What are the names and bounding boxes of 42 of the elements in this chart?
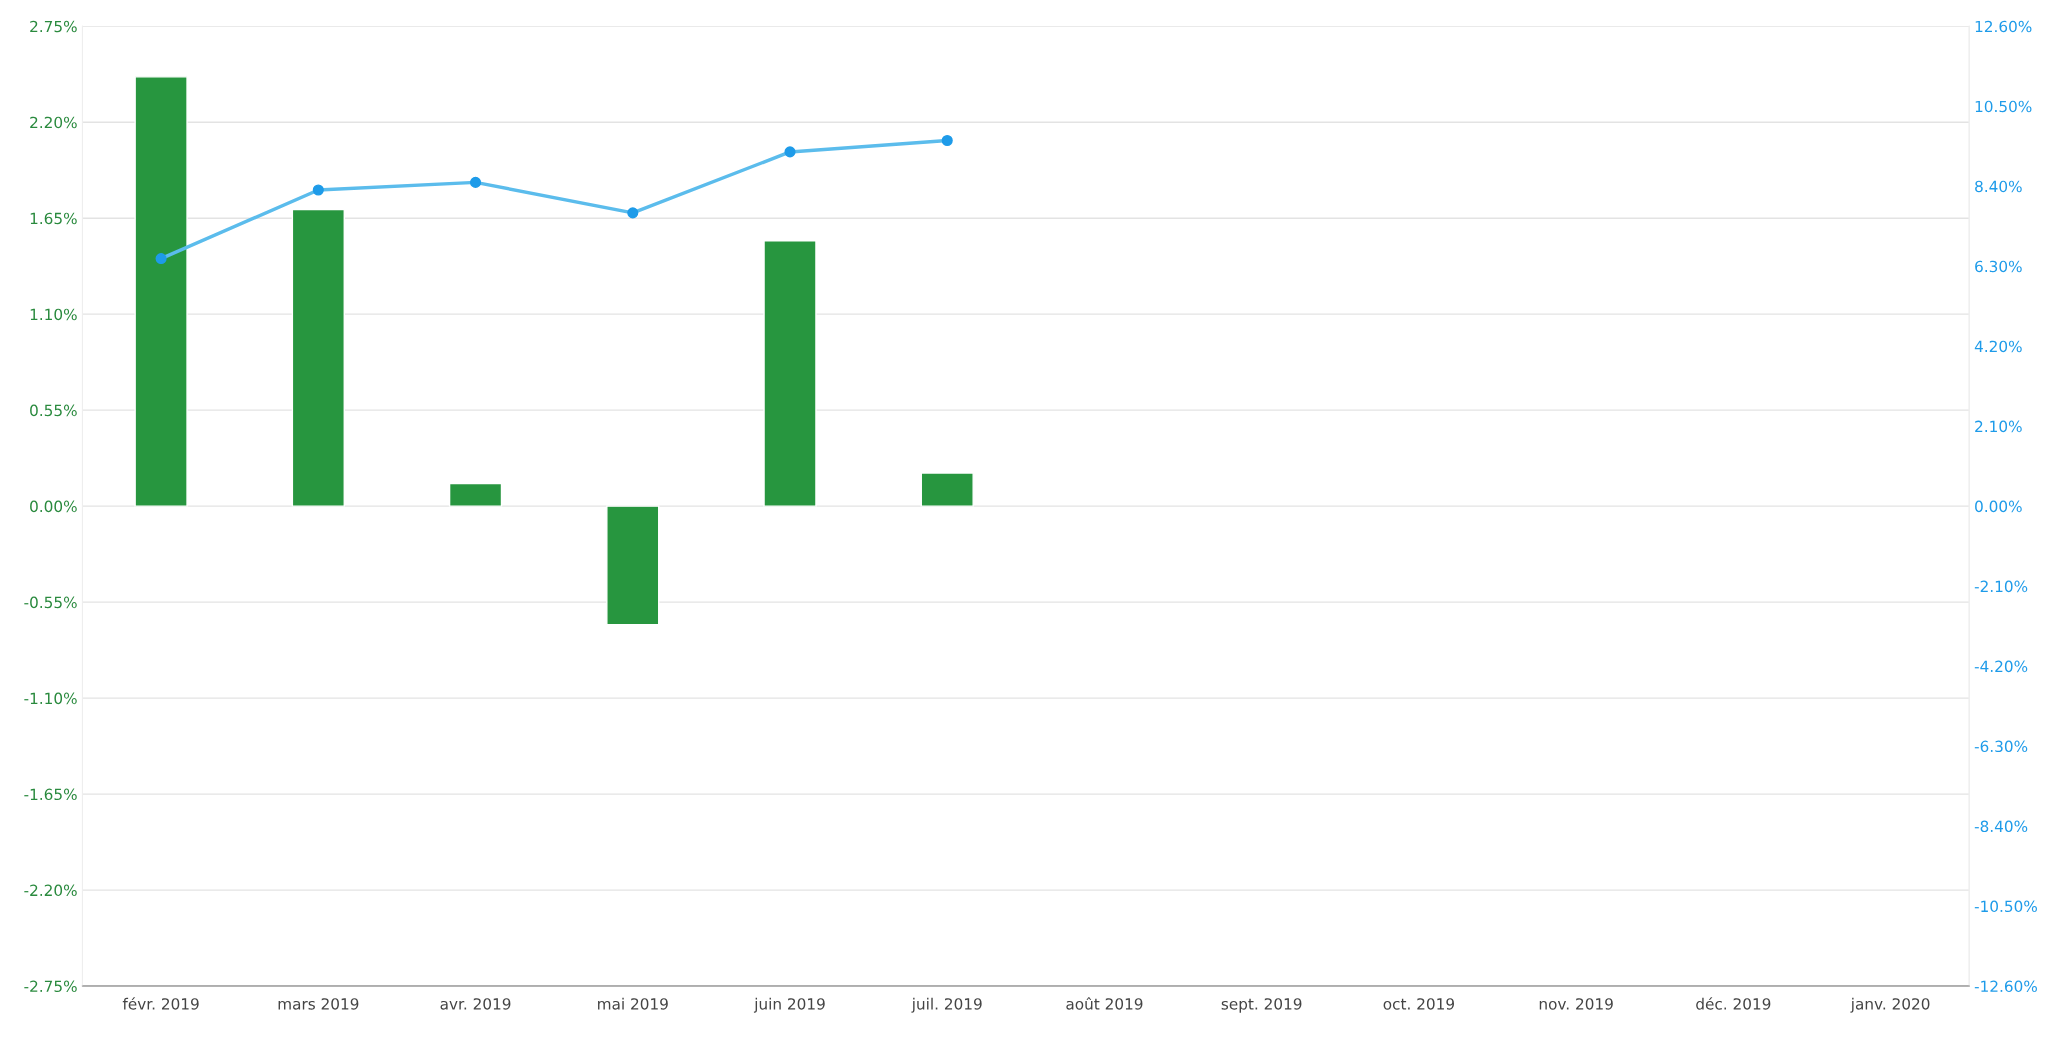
y-tick-label: 0.55%: [30, 404, 77, 417]
bar: [134, 76, 188, 507]
y2-tick-label: -12.60%: [1974, 980, 2037, 993]
y2-tick-label: 12.60%: [1975, 20, 2032, 33]
y2-tick-label: 0.00%: [1975, 500, 2022, 513]
x-tick-label: nov. 2019: [1539, 998, 1613, 1010]
y-tick-label: -2.75%: [24, 980, 77, 993]
x-tick-label: mai 2019: [598, 997, 668, 1010]
x-tick-label: févr. 2019: [122, 997, 199, 1010]
y2-tick-label: 6.30%: [1975, 260, 2022, 273]
bar: [763, 240, 817, 507]
bar: [920, 472, 974, 507]
y-tick-label: -2.20%: [24, 884, 77, 897]
y2-tick-label: -4.20%: [1974, 660, 2028, 673]
x-tick-label: mars 2019: [278, 998, 359, 1010]
y2-tick-label: 4.20%: [1974, 340, 2022, 353]
x-tick-label: oct. 2019: [1383, 998, 1455, 1010]
x-tick-label: juin 2019: [753, 997, 825, 1013]
y-tick-label: 2.75%: [30, 20, 77, 33]
y-tick-label: -0.55%: [24, 596, 77, 609]
y-tick-label: -1.65%: [24, 788, 77, 801]
bar: [448, 482, 503, 507]
y2-tick-label: -2.10%: [1974, 580, 2028, 593]
y2-tick-label: -6.30%: [1974, 740, 2028, 753]
y-tick-label: 1.10%: [30, 308, 77, 321]
x-tick-label: avr. 2019: [440, 998, 511, 1010]
x-tick-label: déc. 2019: [1696, 997, 1771, 1010]
y2-tick-label: 8.40%: [1975, 180, 2022, 193]
bar: [291, 208, 345, 507]
x-tick-label: janv. 2020: [1850, 997, 1930, 1013]
y-tick-label: 2.20%: [30, 116, 77, 129]
y-tick-label: 0.00%: [30, 500, 77, 513]
y-tick-label: -1.10%: [24, 692, 77, 705]
y2-tick-label: -8.40%: [1974, 820, 2028, 833]
y2-tick-label: -10.50%: [1974, 900, 2037, 913]
y2-tick-label: 2.10%: [1975, 420, 2022, 433]
y-tick-label: 1.65%: [30, 212, 77, 225]
y2-tick-label: 10.50%: [1975, 100, 2032, 113]
x-tick-label: sept. 2019: [1221, 998, 1302, 1013]
bar: [606, 505, 660, 626]
x-tick-label: août 2019: [1066, 997, 1143, 1010]
x-tick-label: juil. 2019: [911, 997, 982, 1013]
